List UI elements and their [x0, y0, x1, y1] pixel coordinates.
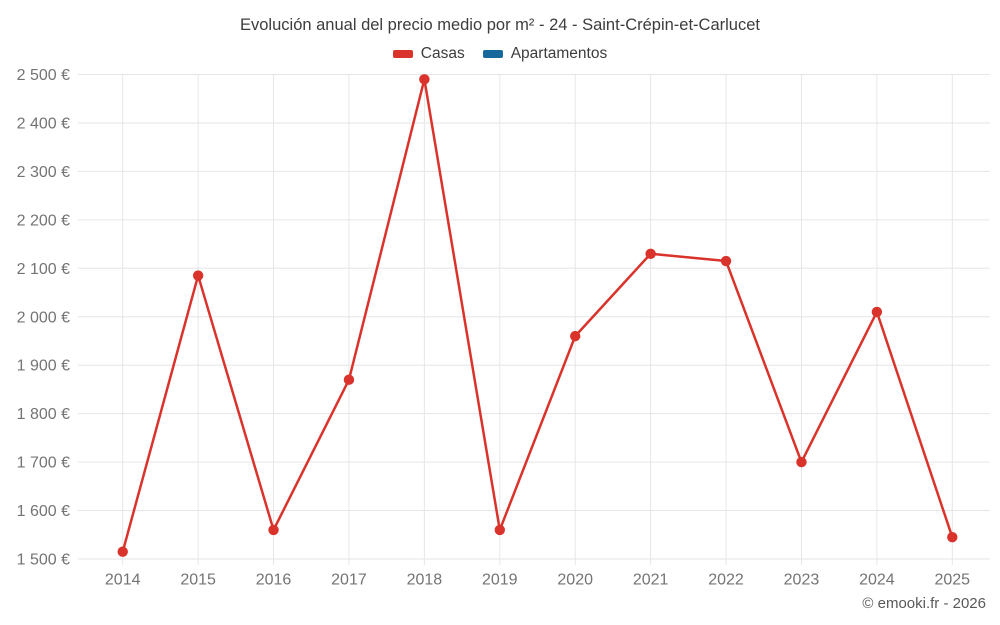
y-axis-tick-label: 2 100 €: [17, 261, 70, 278]
y-axis-tick-label: 2 200 €: [17, 212, 70, 229]
x-axis-tick-label: 2019: [482, 572, 518, 589]
y-axis-tick-label: 2 500 €: [17, 67, 70, 84]
data-point-casas-2022[interactable]: [720, 255, 732, 267]
x-axis-tick-label: 2023: [784, 572, 820, 589]
y-axis-tick-label: 1 600 €: [17, 503, 70, 520]
legend-item-casas[interactable]: Casas: [392, 45, 465, 63]
y-axis-tick-label: 2 400 €: [17, 115, 70, 132]
x-axis-tick-label: 2022: [708, 572, 744, 589]
x-axis-tick-label: 2018: [407, 572, 443, 589]
legend: Casas Apartamentos: [0, 45, 1000, 63]
x-axis-tick-label: 2017: [331, 572, 367, 589]
data-point-casas-2019[interactable]: [494, 524, 505, 536]
data-point-casas-2017[interactable]: [343, 374, 355, 385]
data-point-casas-2024[interactable]: [871, 306, 883, 318]
data-point-casas-2014[interactable]: [117, 546, 128, 557]
data-point-casas-2016[interactable]: [268, 524, 279, 536]
data-point-casas-2015[interactable]: [192, 270, 204, 281]
data-point-casas-2018[interactable]: [419, 74, 430, 85]
y-axis-tick-label: 1 900 €: [17, 358, 70, 375]
x-axis-tick-label: 2016: [256, 572, 292, 589]
legend-item-apartamentos[interactable]: Apartamentos: [482, 45, 608, 63]
series-line-casas: [121, 78, 954, 553]
x-axis-tick-label: 2020: [557, 572, 593, 589]
x-axis-tick-label: 2021: [633, 572, 669, 589]
legend-swatch-icon: [392, 50, 413, 58]
data-point-casas-2020[interactable]: [570, 330, 581, 342]
y-axis-tick-label: 1 500 €: [17, 552, 70, 569]
data-point-casas-2023[interactable]: [796, 456, 807, 468]
legend-label: Casas: [420, 45, 465, 62]
y-axis-tick-label: 2 300 €: [17, 164, 70, 181]
x-axis-tick-label: 2025: [934, 572, 970, 589]
x-axis-tick-label: 2014: [105, 572, 141, 589]
data-point-casas-2021[interactable]: [645, 248, 656, 259]
x-axis-tick-label: 2024: [859, 572, 895, 589]
y-axis-tick-label: 1 700 €: [17, 455, 70, 472]
x-axis-tick-label: 2015: [180, 572, 216, 589]
credit-text: © emooki.fr - 2026: [862, 595, 986, 612]
legend-swatch-icon: [482, 50, 503, 58]
data-point-casas-2025[interactable]: [947, 531, 958, 543]
y-axis-tick-label: 2 000 €: [17, 309, 70, 326]
legend-label: Apartamentos: [510, 45, 608, 62]
chart-title: Evolución anual del precio medio por m² …: [240, 16, 760, 34]
y-axis-tick-label: 1 800 €: [17, 406, 70, 423]
